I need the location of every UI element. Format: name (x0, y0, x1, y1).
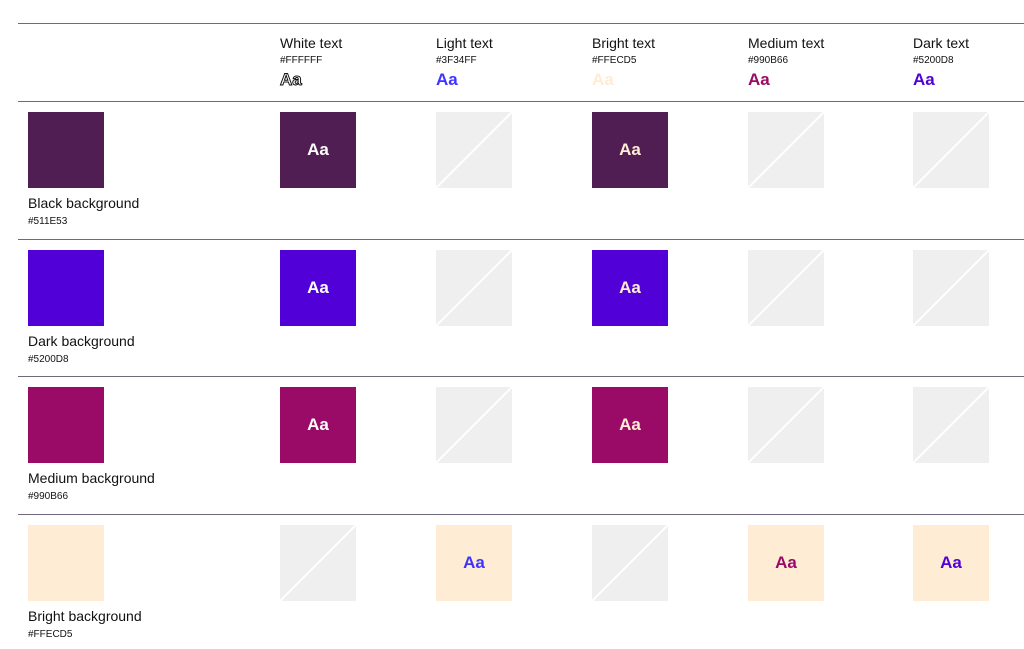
not-allowed-cell (436, 250, 512, 326)
background-swatch (28, 250, 104, 326)
text-sample: Aa (748, 70, 770, 89)
background-swatch (28, 387, 104, 463)
not-allowed-cell (748, 387, 824, 463)
not-allowed-cell (748, 250, 824, 326)
text-sample: Aa (436, 70, 458, 89)
column-header-label: Medium text (748, 35, 825, 51)
combination-sample: Aa (592, 387, 668, 463)
not-allowed-cell (913, 250, 989, 326)
row-hex: #FFECD5 (28, 629, 73, 640)
not-allowed-cell (748, 112, 824, 188)
text-sample: Aa (592, 70, 614, 89)
not-allowed-cell (592, 525, 668, 601)
column-header-label: White text (280, 35, 343, 51)
top-divider (18, 23, 1024, 24)
row-hex: #990B66 (28, 491, 69, 502)
combination-sample: Aa (913, 525, 989, 601)
combination-sample: Aa (748, 525, 824, 601)
row-hex: #511E53 (28, 216, 68, 227)
combination-sample: Aa (280, 250, 356, 326)
column-header-hex: #3F34FF (436, 55, 477, 66)
column-header-label: Bright text (592, 35, 656, 51)
row-label: Bright background (28, 608, 142, 624)
combination-sample: Aa (592, 112, 668, 188)
row-divider (18, 514, 1024, 515)
column-header-hex: #FFFFFF (280, 55, 323, 66)
row-hex: #5200D8 (28, 354, 69, 365)
not-allowed-cell (436, 112, 512, 188)
not-allowed-cell (436, 387, 512, 463)
row-label: Dark background (28, 333, 135, 349)
column-header-label: Light text (436, 35, 493, 51)
combination-sample: Aa (280, 112, 356, 188)
row-label: Black background (28, 195, 140, 211)
background-swatch (28, 525, 104, 601)
row-label: Medium background (28, 470, 155, 486)
text-sample: Aa (280, 70, 303, 90)
row-divider (18, 376, 1024, 377)
text-sample: Aa (913, 70, 935, 89)
column-header-hex: #990B66 (748, 55, 789, 66)
not-allowed-cell (913, 112, 989, 188)
column-header-hex: #5200D8 (913, 55, 954, 66)
background-swatch (28, 112, 104, 188)
not-allowed-cell (280, 525, 356, 601)
combination-sample: Aa (436, 525, 512, 601)
column-header-label: Dark text (913, 35, 970, 51)
row-divider (18, 101, 1024, 102)
row-divider (18, 239, 1024, 240)
not-allowed-cell (913, 387, 989, 463)
combination-sample: Aa (280, 387, 356, 463)
column-header-hex: #FFECD5 (592, 55, 637, 66)
combination-sample: Aa (592, 250, 668, 326)
